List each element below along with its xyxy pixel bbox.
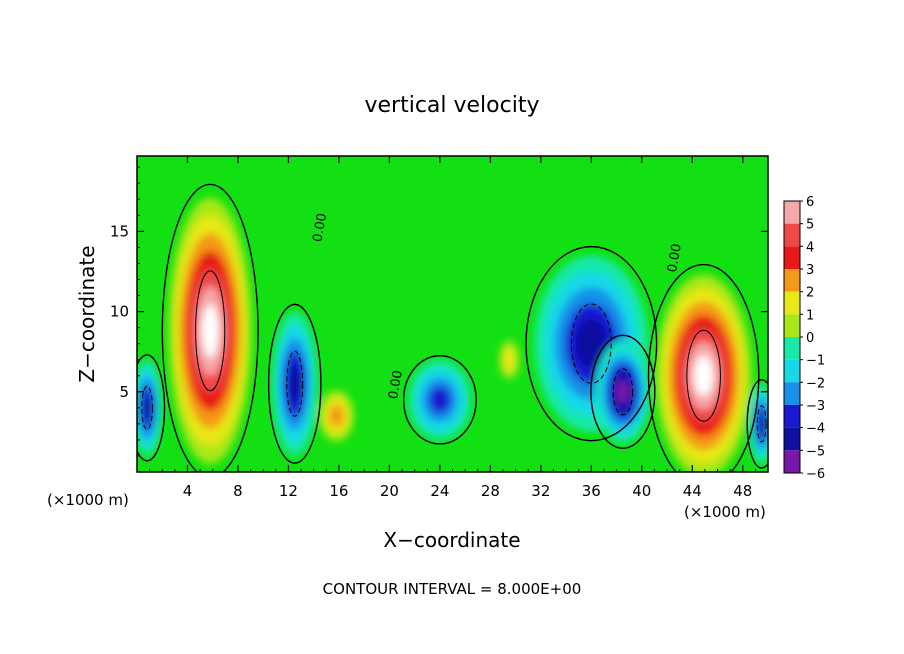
colorbar-label-1: 5: [806, 218, 814, 233]
colorbar-label-10: −4: [806, 422, 825, 437]
x-tick-label-44: 44: [683, 482, 702, 500]
x-tick-label-20: 20: [380, 482, 399, 500]
colorbar-cell-4: [784, 291, 800, 315]
downdraft-region-5-3: [429, 386, 451, 414]
contour-label-2: 0.00: [665, 242, 685, 273]
y-tick-label-5: 5: [119, 383, 129, 401]
velocity-field: 0.00 0.00 0.00: [137, 156, 768, 472]
colorbar-label-7: −1: [806, 354, 825, 369]
zero-contour-5: [402, 355, 477, 445]
colorbar-label-3: 3: [806, 263, 814, 278]
zero-contour-1: [647, 263, 760, 472]
contour-label-0: 0.00: [310, 212, 330, 243]
downdraft-region-4-5: [616, 379, 630, 404]
x-tick-label-24: 24: [430, 482, 449, 500]
zero-contour-7: [746, 379, 768, 469]
x-axis: 4 8 12 16 20 24 28 32 36 40 44 48: [149, 156, 756, 500]
colorbar-cell-11: [784, 450, 800, 473]
zero-contour-6: [137, 354, 166, 462]
colorbar-label-5: 1: [806, 308, 814, 323]
y-tick-label-15: 15: [110, 222, 129, 240]
colorbar-label-12: −6: [806, 467, 825, 482]
zero-contour-0: [161, 183, 259, 472]
colorbar-cell-6: [784, 337, 800, 360]
x-tick-label-48: 48: [733, 482, 752, 500]
colorbar-label-4: 2: [806, 286, 814, 301]
y-tick-label-10: 10: [110, 303, 129, 321]
inner-contour-1: [686, 329, 721, 422]
x-axis-label: X−coordinate: [383, 528, 520, 552]
colorbar-cell-0: [784, 201, 800, 224]
inner-contour-4: [612, 368, 634, 416]
updraft-region-0-6: [201, 304, 219, 358]
zero-contour-2: [267, 303, 322, 464]
x-tick-label-4: 4: [183, 482, 193, 500]
colorbar-label-8: −2: [806, 376, 825, 391]
colorbar-cell-3: [784, 269, 800, 292]
x-tick-label-12: 12: [279, 482, 298, 500]
downdraft-region-6-4: [142, 394, 152, 421]
colorbar-cell-10: [784, 427, 800, 451]
colorbar-cell-9: [784, 405, 800, 428]
x-tick-label-28: 28: [481, 482, 500, 500]
contour-label-1: 0.00: [386, 369, 406, 400]
colorbar-label-2: 4: [806, 240, 814, 255]
zero-contour-4: [590, 334, 656, 449]
colorbar-cell-5: [784, 314, 800, 337]
colorbar-label-0: 6: [806, 195, 814, 210]
x-tick-label-36: 36: [582, 482, 601, 500]
inner-contour-3: [570, 303, 612, 384]
colorbar-label-6: 0: [806, 331, 814, 346]
colorbar-label-9: −3: [806, 399, 825, 414]
updraft-region-1-6: [694, 355, 714, 396]
x-tick-label-16: 16: [329, 482, 348, 500]
colorbar-label-11: −5: [806, 444, 825, 459]
inner-contour-7: [756, 405, 767, 443]
updraft-region-9-1: [503, 348, 516, 372]
updraft-region-8-2: [328, 404, 344, 427]
colorbar-cell-1: [784, 223, 800, 247]
y-axis: 5 10 15: [110, 166, 768, 457]
inner-contour-0: [195, 270, 226, 392]
contour-interval-note: CONTOUR INTERVAL = 8.000E+00: [323, 580, 582, 598]
x-unit-right: (×1000 m): [684, 503, 766, 521]
x-tick-label-8: 8: [233, 482, 243, 500]
colorbar: 6 5 4 3 2 1 0 −1 −2 −3 −4 −5 −6: [783, 195, 825, 482]
x-tick-label-40: 40: [632, 482, 651, 500]
y-axis-label: Z−coordinate: [75, 245, 99, 382]
x-tick-label-32: 32: [531, 482, 550, 500]
inner-contour-6: [141, 385, 153, 430]
colorbar-cell-8: [784, 382, 800, 405]
x-unit-left: (×1000 m): [47, 491, 129, 509]
downdraft-region-2-4: [288, 364, 301, 404]
chart-title: vertical velocity: [364, 93, 539, 118]
colorbar-cell-7: [784, 359, 800, 383]
colorbar-cell-2: [784, 246, 800, 269]
inner-contour-2: [286, 350, 304, 417]
zero-contour-3: [525, 245, 658, 442]
downdraft-region-7-4: [758, 412, 766, 435]
